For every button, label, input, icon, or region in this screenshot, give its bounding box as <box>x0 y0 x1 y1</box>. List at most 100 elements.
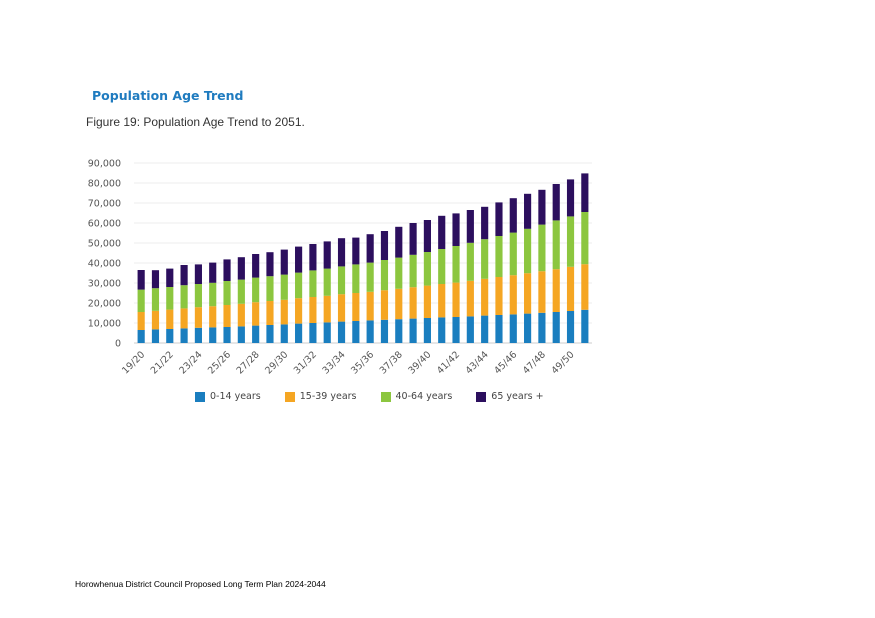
x-tick-label: 21/22 <box>149 349 176 376</box>
section-heading: Population Age Trend <box>92 88 244 103</box>
x-tick-label: 49/50 <box>550 349 577 376</box>
bar-segment <box>194 284 202 308</box>
bar-segment <box>481 206 489 240</box>
bar-segment <box>137 330 145 343</box>
y-tick-label: 60,000 <box>88 219 121 230</box>
bar-segment <box>223 259 231 281</box>
bar-segments <box>137 173 589 343</box>
bar-segment <box>194 327 202 343</box>
bar-segment <box>252 302 260 326</box>
bar-segment <box>524 193 532 229</box>
bar-segment <box>137 312 145 330</box>
x-tick-label: 35/36 <box>349 349 376 376</box>
bar-segment <box>409 223 417 255</box>
bar-segment <box>151 288 160 311</box>
x-tick-label: 43/44 <box>464 349 491 376</box>
bar-segment <box>295 272 303 299</box>
bar-segment <box>509 275 517 315</box>
bar-segment <box>166 309 174 329</box>
x-tick-label: 37/38 <box>378 349 405 376</box>
y-tick-label: 10,000 <box>88 319 121 330</box>
bar-segment <box>295 323 303 343</box>
bar-segment <box>409 254 417 288</box>
bar-segment <box>423 318 431 343</box>
bar-segment <box>180 308 188 329</box>
bar-segment <box>509 232 517 276</box>
bar-segment <box>538 312 546 343</box>
legend-item: 0-14 years <box>195 391 261 402</box>
bar-segment <box>337 266 346 295</box>
bar-segment <box>566 179 575 217</box>
bar-segment <box>280 249 288 275</box>
x-tick-label: 29/30 <box>263 349 290 376</box>
bar-segment <box>524 313 532 343</box>
bar-segment <box>438 215 446 249</box>
x-tick-label: 25/26 <box>206 349 233 376</box>
bar-segment <box>352 321 360 343</box>
bar-segment <box>309 270 317 297</box>
bar-segment <box>466 242 474 281</box>
legend-label: 40-64 years <box>395 391 453 402</box>
bar-segment <box>352 293 360 321</box>
y-tick-label: 90,000 <box>88 159 121 170</box>
bar-segment <box>509 314 517 343</box>
bar-segment <box>466 316 474 343</box>
y-tick-label: 80,000 <box>88 179 121 190</box>
legend-item: 15-39 years <box>284 391 357 402</box>
bar-segment <box>280 299 288 325</box>
bar-segment <box>438 317 446 343</box>
bar-segment <box>566 266 575 311</box>
x-tick-label: 33/34 <box>321 349 348 376</box>
bar-segment <box>323 268 331 296</box>
bar-segment <box>452 282 460 317</box>
x-tick-label: 39/40 <box>406 349 433 376</box>
bar-segment <box>280 324 288 343</box>
x-tick-label: 45/46 <box>492 349 519 376</box>
bar-segment <box>280 274 288 300</box>
bar-segment <box>380 260 389 291</box>
bar-segment <box>366 291 374 321</box>
bar-segment <box>452 317 460 343</box>
bar-segment <box>137 289 145 312</box>
bar-segment <box>509 198 517 233</box>
bar-segment <box>581 212 589 265</box>
bar-segment <box>323 322 331 343</box>
bar-segment <box>237 257 245 280</box>
bar-segment <box>151 310 160 330</box>
stacked-bar-chart: 0 10,000 20,000 30,000 40,000 50,000 60,000 70,… <box>88 159 592 376</box>
bar-segment <box>552 220 560 270</box>
bar-segment <box>481 239 489 279</box>
legend-label: 65 years + <box>491 391 544 402</box>
bar-segment <box>423 285 431 318</box>
bar-segment <box>237 279 245 304</box>
bar-segment <box>538 224 546 272</box>
bar-segment <box>252 277 260 303</box>
page-footer: Horowhenua District Council Proposed Lon… <box>75 579 326 589</box>
legend-swatch <box>195 391 205 402</box>
legend-swatch <box>380 391 391 402</box>
bar-segment <box>581 309 589 343</box>
bar-segment <box>237 303 245 327</box>
bar-segment <box>352 264 360 293</box>
bar-segment <box>409 318 417 343</box>
bar-segment <box>452 246 460 283</box>
bar-segment <box>209 327 217 343</box>
bar-segment <box>552 312 560 343</box>
bar-segment <box>266 301 274 325</box>
bar-segment <box>366 262 374 292</box>
bar-segment <box>366 320 374 343</box>
bar-segment <box>380 319 389 343</box>
bar-segment <box>409 287 417 319</box>
bar-segment <box>295 246 303 273</box>
bar-segment <box>380 231 389 260</box>
bar-segment <box>309 244 317 271</box>
bar-segment <box>166 268 174 287</box>
bar-segment <box>423 252 431 286</box>
y-tick-label: 40,000 <box>88 259 121 270</box>
bar-segment <box>151 270 160 289</box>
bar-segment <box>524 273 532 314</box>
bar-segment <box>395 257 403 289</box>
bar-segment <box>495 202 503 236</box>
y-tick-label: 50,000 <box>88 239 121 250</box>
grid-lines <box>134 162 592 344</box>
